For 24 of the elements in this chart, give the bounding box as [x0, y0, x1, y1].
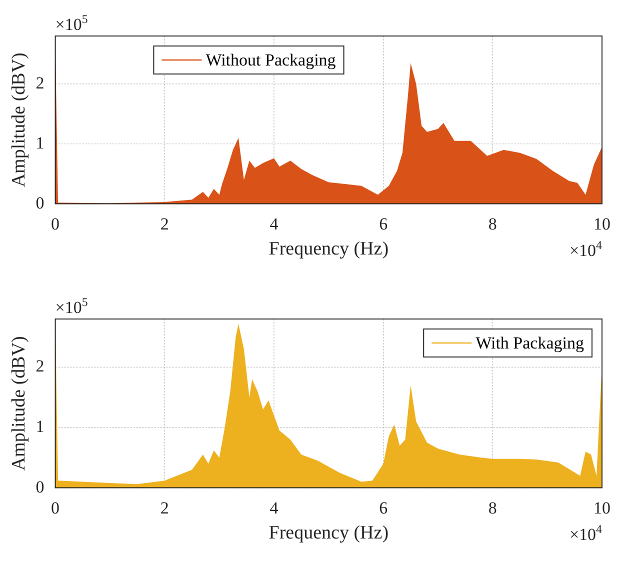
y-tick-label: 0 [36, 193, 44, 212]
x-tick-label: 8 [488, 214, 497, 234]
x-tick-label: 2 [160, 498, 169, 518]
legend-label: Without Packaging [206, 50, 336, 70]
x-tick-label: 4 [270, 498, 279, 518]
legend-label: With Packaging [476, 333, 584, 352]
y-axis-title: Amplitude (dBV) [8, 336, 30, 471]
y-tick-label: 2 [36, 356, 44, 376]
x-tick-label: 4 [270, 214, 279, 234]
y-tick-label: 1 [36, 416, 44, 436]
x-tick-label: 10 [594, 214, 610, 234]
x-tick-label: 6 [379, 498, 388, 518]
y-axis-title: Amplitude (dBV) [8, 52, 30, 188]
y-tick-label: 2 [36, 73, 44, 92]
y-tick-label: 0 [36, 477, 44, 496]
x-tick-label: 0 [51, 498, 60, 518]
x-tick-label: 8 [488, 498, 497, 518]
x-axis-title: Frequency (Hz) [268, 522, 389, 544]
x-tick-label: 10 [594, 498, 610, 518]
x-tick-label: 2 [160, 214, 169, 234]
x-tick-label: 6 [379, 214, 388, 234]
y-tick-label: 1 [36, 133, 44, 152]
x-axis-title: Frequency (Hz) [268, 238, 389, 260]
x-tick-label: 0 [51, 214, 60, 234]
